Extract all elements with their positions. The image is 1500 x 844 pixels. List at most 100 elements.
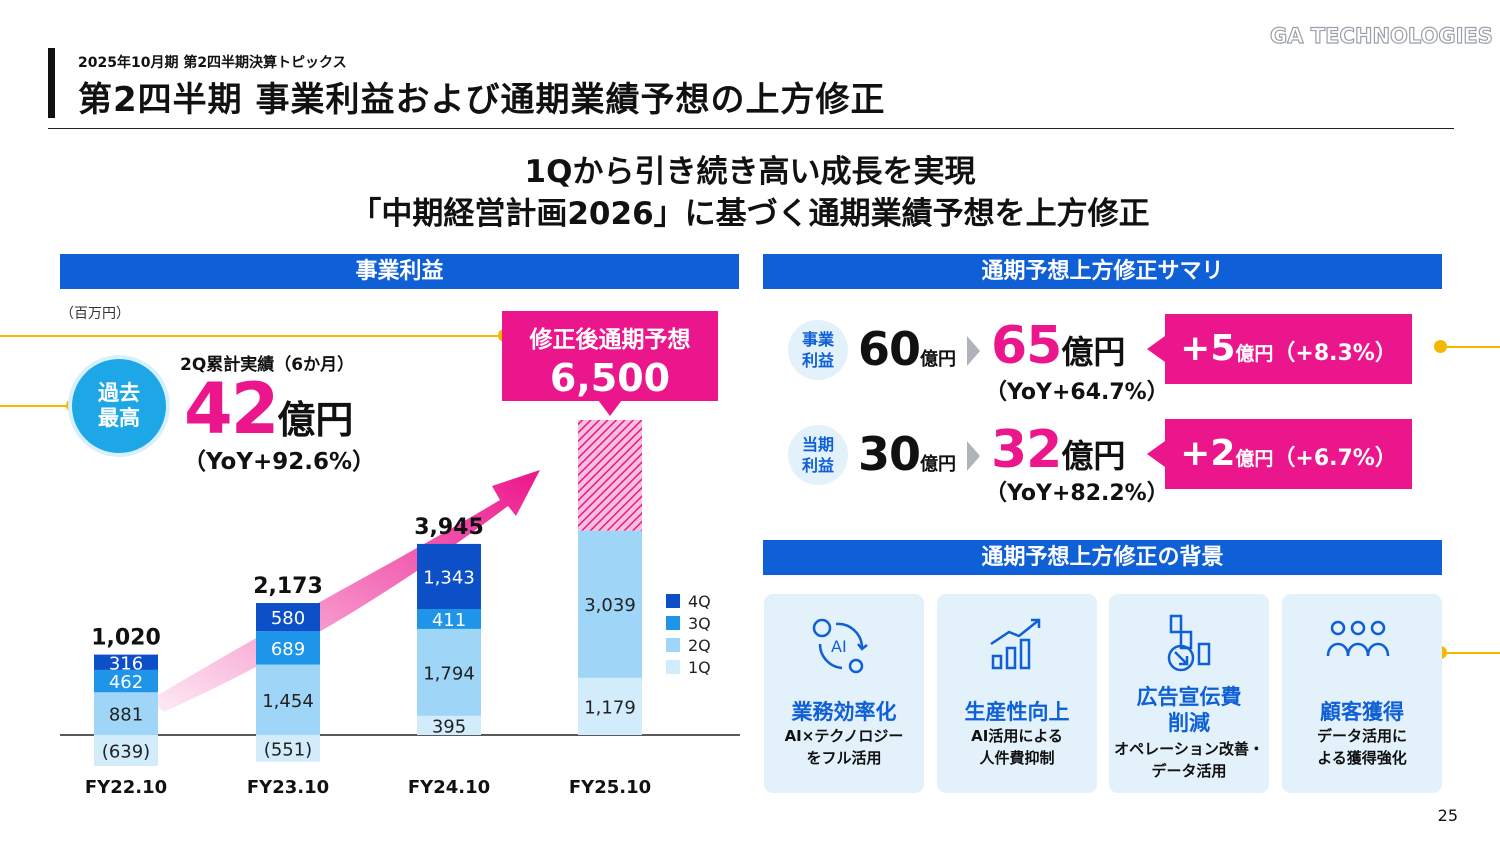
category-label: FY23.10: [247, 777, 329, 798]
forecast-callout: 修正後通期予想 6,500: [502, 311, 718, 401]
summary-old-value: 60億円: [858, 322, 956, 376]
title-accent-bar: [48, 48, 55, 118]
segment-value-label: 689: [271, 639, 305, 660]
segment-value-label: 395: [432, 716, 466, 737]
forecast-callout-value: 6,500: [549, 356, 671, 400]
forecast-callout-pointer: [598, 400, 622, 416]
new-unit: 億円: [1061, 333, 1126, 371]
summary-yoy: （YoY+64.7%）: [985, 380, 1169, 405]
card-title: 削減: [1168, 711, 1210, 735]
growth-chart-icon: [990, 618, 1041, 670]
record-high-badge: 過去 最高: [68, 355, 170, 457]
bar-segment-2q-fy22-10: [94, 692, 158, 735]
bar-segment-2q-fy24-10: [417, 628, 481, 716]
legend-swatch-3q: [666, 616, 680, 630]
card-subtitle: 人件費抑制: [979, 749, 1055, 767]
cumulative-unit: 億円: [277, 398, 354, 442]
summary-old-value: 30億円: [858, 427, 956, 481]
summary-delta-pointer: [1147, 441, 1165, 467]
card-subtitle: データ活用: [1151, 762, 1227, 780]
summary-delta-box: +5億円（+8.3%）: [1165, 314, 1412, 384]
delta-percent: （+8.3%）: [1273, 341, 1397, 366]
new-number: 65: [991, 316, 1062, 376]
card-subtitle: オペレーション改善・: [1114, 740, 1264, 758]
legend-label-3q: 3Q: [688, 614, 711, 633]
badge-line-1: 過去: [98, 381, 140, 405]
chevron-right-icon: [967, 336, 980, 366]
legend-label-1q: 1Q: [688, 658, 711, 677]
side-guide-line: [1440, 346, 1500, 348]
tagline-line-1: 1Qから引き続き高い成長を実現: [524, 154, 976, 190]
page-title: 第2四半期 事業利益および通期業績予想の上方修正: [78, 80, 886, 120]
card-subtitle: AI×テクノロジー: [784, 727, 904, 745]
summary-new-value: 32億円: [991, 420, 1125, 480]
delta-unit: 億円: [1235, 343, 1274, 365]
delta-number: +2: [1180, 433, 1236, 474]
segment-value-label: 1,343: [423, 567, 475, 588]
ai-cycle-icon: AI: [812, 618, 868, 674]
delta-unit: 億円: [1235, 448, 1274, 470]
bar-total-label: 3,945: [414, 515, 484, 540]
category-label: FY24.10: [408, 777, 490, 798]
card-title: 生産性向上: [964, 700, 1070, 724]
background-card-ad-cost: 広告宣伝費 削減 オペレーション改善・ データ活用: [1109, 594, 1269, 793]
cumulative-value: 42億円: [184, 368, 353, 450]
bar-segment-1q-fy22-10: [94, 735, 158, 766]
summary-label-line: 利益: [801, 456, 834, 475]
background-card-customer: 顧客獲得 データ活用に よる獲得強化: [1282, 594, 1442, 793]
segment-value-label: 411: [432, 610, 466, 631]
cumulative-number: 42: [184, 368, 279, 450]
old-number: 60: [858, 322, 921, 376]
side-guide-line: [0, 335, 505, 337]
old-unit: 億円: [920, 349, 957, 370]
card-subtitle: をフル活用: [806, 749, 882, 767]
operating-profit-heading: 事業利益: [60, 254, 739, 289]
segment-value-label: (639): [102, 741, 150, 762]
title-divider: [48, 128, 1454, 129]
summary-yoy: （YoY+82.2%）: [985, 481, 1169, 506]
page-subtitle: 2025年10月期 第2四半期決算トピックス: [78, 55, 347, 71]
tagline-line-2: 「中期経営計画2026」に基づく通期業績予想を上方修正: [350, 196, 1150, 232]
cost-down-icon: [1167, 614, 1211, 672]
side-guide-dot: [1434, 340, 1447, 353]
chevron-right-icon: [967, 441, 980, 471]
card-title: 業務効率化: [791, 700, 897, 724]
legend-label-2q: 2Q: [688, 636, 711, 655]
delta-percent: （+6.7%）: [1273, 446, 1397, 471]
side-guide-line: [1440, 652, 1500, 654]
bar-segment-1q-fy23-10: [256, 735, 320, 762]
category-label: FY22.10: [85, 777, 167, 798]
cumulative-yoy: （YoY+92.6%）: [183, 449, 376, 475]
background-card-efficiency: AI 業務効率化 AI×テクノロジー をフル活用: [764, 594, 924, 793]
segment-value-label: 580: [271, 608, 305, 629]
card-subtitle: データ活用に: [1316, 727, 1407, 745]
summary-row-label-badge: 事業 利益: [788, 320, 848, 380]
card-title: 広告宣伝費: [1136, 685, 1242, 709]
delta-number: +5: [1180, 328, 1236, 369]
legend-swatch-1q: [666, 660, 680, 674]
bar-segment-1q-fy24-10: [417, 715, 481, 735]
card-subtitle: よる獲得強化: [1317, 749, 1407, 767]
forecast-summary-heading: 通期予想上方修正サマリ: [763, 254, 1442, 289]
summary-new-value: 65億円: [991, 316, 1125, 376]
forecast-remainder-segment: [578, 420, 642, 531]
bar-segment-4q-fy23-10: [256, 603, 320, 632]
legend-swatch-2q: [666, 638, 680, 652]
units-label: （百万円）: [60, 306, 130, 322]
cumulative-label: 2Q累計実績（6か月）: [180, 355, 355, 375]
bar-total-label: 1,020: [91, 626, 161, 651]
summary-label-line: 当期: [801, 435, 834, 454]
bar-segment-1q-fy25-10: [578, 677, 642, 735]
bar-segment-3q-fy24-10: [417, 609, 481, 629]
bar-segment-3q-fy22-10: [94, 669, 158, 693]
summary-delta-box: +2億円（+6.7%）: [1165, 419, 1412, 489]
forecast-callout-label: 修正後通期予想: [529, 327, 691, 353]
revision-background-heading: 通期予想上方修正の背景: [763, 540, 1442, 575]
background-card-productivity: 生産性向上 AI活用による 人件費抑制: [937, 594, 1097, 793]
summary-delta-pointer: [1147, 336, 1165, 362]
growth-trend-arrow: [150, 470, 540, 712]
segment-value-label: 462: [109, 672, 143, 693]
summary-label-line: 利益: [801, 351, 834, 370]
new-number: 32: [991, 420, 1062, 480]
bar-total-label: 2,173: [253, 574, 323, 599]
